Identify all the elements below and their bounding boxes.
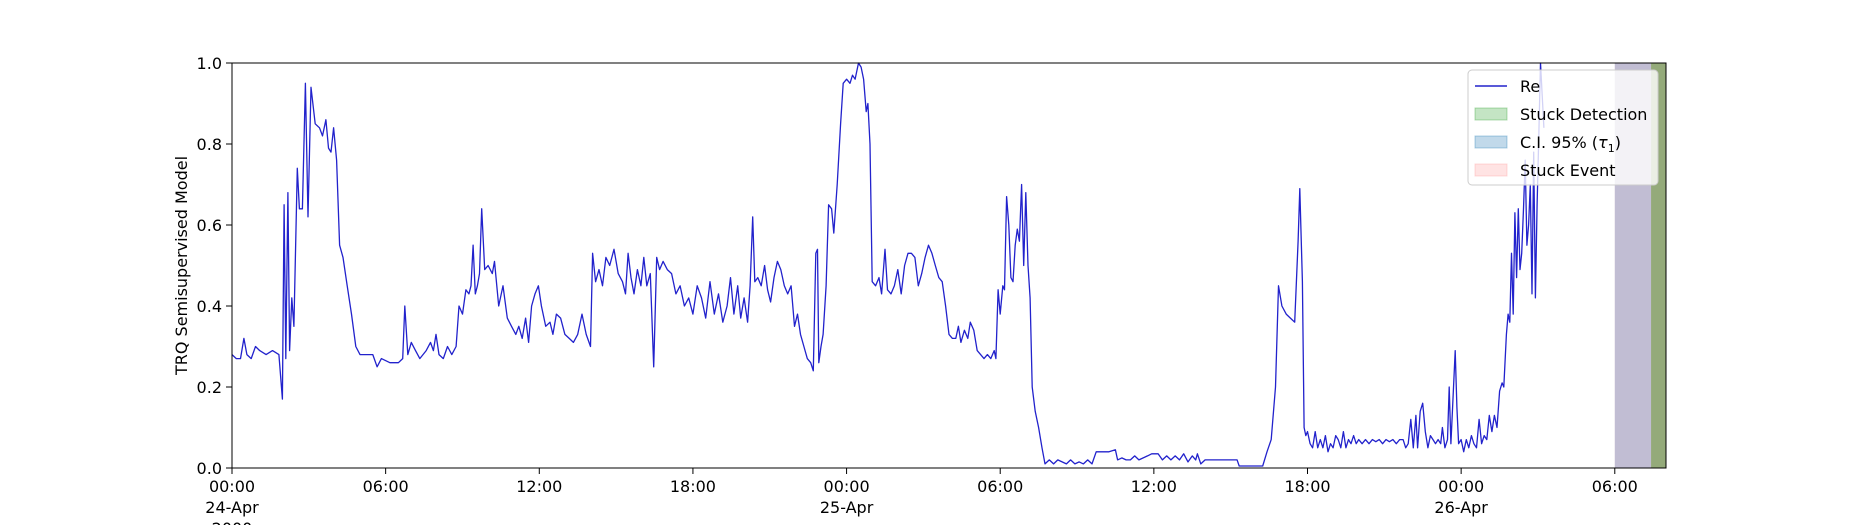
x-tick-label-1: 06:00 <box>363 477 409 496</box>
legend-label-2: C.I. 95% (τ1) <box>1520 133 1621 155</box>
legend-swatch-1 <box>1474 107 1508 121</box>
x-tick-sublabel-0: 24-Apr <box>205 498 259 517</box>
y-axis-label: TRQ Semisupervised Model <box>172 156 191 376</box>
legend-label-1: Stuck Detection <box>1520 105 1647 124</box>
x-tick-year-0: 2000 <box>212 519 253 525</box>
x-tick-label-5: 06:00 <box>977 477 1023 496</box>
y-tick-label-5: 1.0 <box>197 54 222 73</box>
x-tick-label-4: 00:00 <box>824 477 870 496</box>
x-tick-sublabel-4: 25-Apr <box>820 498 874 517</box>
y-tick-label-2: 0.4 <box>197 297 222 316</box>
x-axis: 00:00 24-Apr 2000 06:00 12:00 18:00 00:00 25-Ap… <box>205 468 1638 525</box>
legend-label-0: Re <box>1520 77 1540 96</box>
plot-frame <box>231 62 1667 469</box>
y-tick-label-0: 0.0 <box>197 459 222 478</box>
legend-label-3: Stuck Event <box>1520 161 1616 180</box>
x-tick-label-9: 06:00 <box>1592 477 1638 496</box>
y-tick-label-1: 0.2 <box>197 378 222 397</box>
legend-box <box>1467 69 1659 186</box>
series-line-0 <box>231 62 1545 467</box>
x-tick-label-0: 00:00 <box>209 477 255 496</box>
series-layer <box>231 62 1545 467</box>
x-tick-sublabel-8: 26-Apr <box>1434 498 1488 517</box>
y-axis: 0.0 0.2 0.4 0.6 0.8 1.0 <box>197 54 232 478</box>
legend-swatch-2 <box>1474 135 1508 149</box>
y-tick-label-4: 0.8 <box>197 135 222 154</box>
x-tick-label-8: 00:00 <box>1438 477 1484 496</box>
x-tick-label-3: 18:00 <box>670 477 716 496</box>
x-tick-label-6: 12:00 <box>1131 477 1177 496</box>
legend: Re Stuck Detection C.I. 95% (τ1) Stuck Even… <box>1467 69 1659 186</box>
y-tick-label-3: 0.6 <box>197 216 222 235</box>
legend-swatch-3 <box>1474 163 1508 177</box>
x-tick-label-7: 18:00 <box>1284 477 1330 496</box>
x-tick-label-2: 12:00 <box>516 477 562 496</box>
